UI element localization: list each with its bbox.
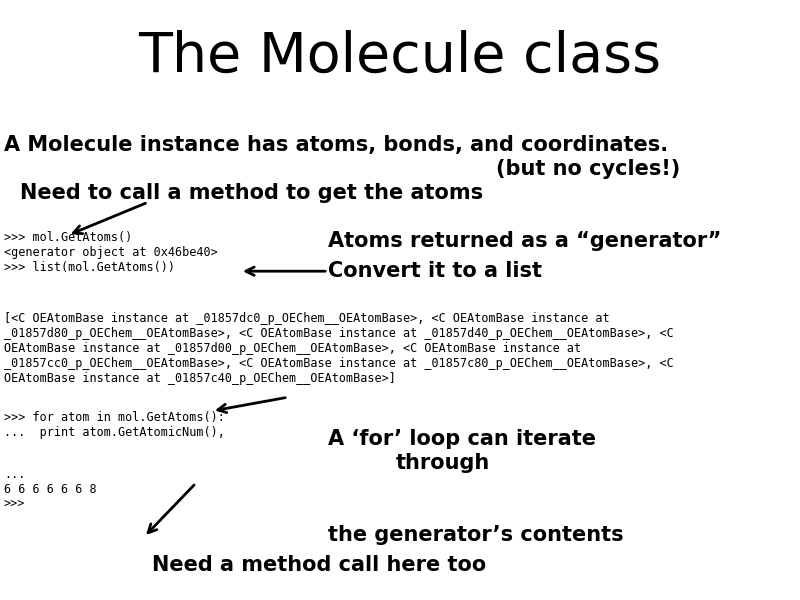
Text: ...
6 6 6 6 6 6 8
>>>: ... 6 6 6 6 6 6 8 >>>	[4, 468, 97, 511]
Text: A ‘for’ loop can iterate: A ‘for’ loop can iterate	[328, 429, 596, 449]
Text: Need a method call here too: Need a method call here too	[152, 555, 486, 575]
Text: >>> mol.GetAtoms()
<generator object at 0x46be40>
>>> list(mol.GetAtoms()): >>> mol.GetAtoms() <generator object at …	[4, 231, 218, 274]
Text: (but no cycles!): (but no cycles!)	[496, 159, 680, 179]
Text: Atoms returned as a “generator”: Atoms returned as a “generator”	[328, 231, 722, 251]
Text: A Molecule instance has atoms, bonds, and coordinates.: A Molecule instance has atoms, bonds, an…	[4, 135, 668, 155]
Text: through: through	[396, 453, 490, 473]
Text: Convert it to a list: Convert it to a list	[328, 261, 542, 281]
Text: Need to call a method to get the atoms: Need to call a method to get the atoms	[20, 183, 483, 203]
Text: >>> for atom in mol.GetAtoms():
...  print atom.GetAtomicNum(),: >>> for atom in mol.GetAtoms(): ... prin…	[4, 411, 225, 439]
Text: The Molecule class: The Molecule class	[138, 30, 662, 84]
Text: the generator’s contents: the generator’s contents	[328, 525, 624, 545]
Text: [<C OEAtomBase instance at _01857dc0_p_OEChem__OEAtomBase>, <C OEAtomBase instan: [<C OEAtomBase instance at _01857dc0_p_O…	[4, 312, 674, 385]
